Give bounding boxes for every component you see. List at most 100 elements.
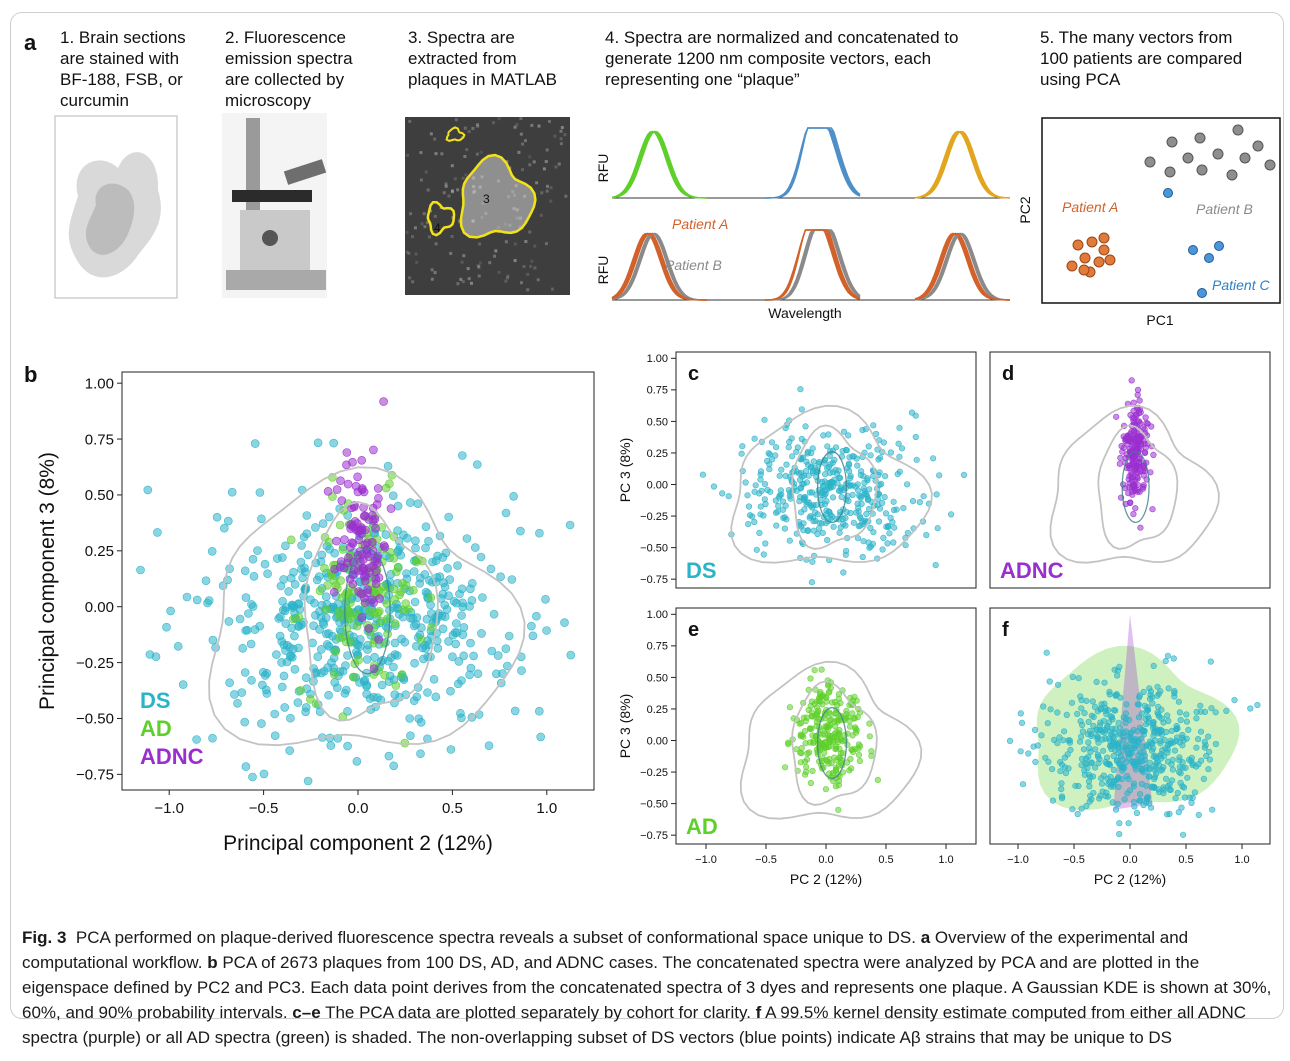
microscope-base xyxy=(226,270,326,290)
scatter-point xyxy=(894,471,901,478)
kde-contour-60 xyxy=(1097,424,1179,550)
plaque-texture xyxy=(517,150,521,154)
scatter-point xyxy=(818,740,826,748)
adnc-point xyxy=(374,493,383,503)
scatter-point xyxy=(800,733,807,740)
ds-point xyxy=(456,708,465,718)
spectra-panel: RFU RFU Patient A Patient B Wavelength xyxy=(595,127,1011,321)
caption-part-b-key: b xyxy=(207,953,218,972)
scatter-point xyxy=(1165,782,1172,790)
plaque-texture xyxy=(546,184,550,188)
scatter-point xyxy=(874,502,881,509)
scatter-point xyxy=(1132,465,1139,473)
ds-point xyxy=(535,528,544,538)
plaque-texture xyxy=(536,278,540,282)
scatter-point xyxy=(809,558,816,565)
adnc-point xyxy=(323,486,333,496)
step-3-text: 3. Spectra are xyxy=(408,28,515,47)
scatter-point xyxy=(1134,391,1141,399)
ds-point xyxy=(429,674,439,684)
step-5-text: using PCA xyxy=(1040,70,1121,89)
ds-point xyxy=(272,554,282,563)
ds-point xyxy=(388,491,398,501)
scatter-point xyxy=(1066,739,1073,746)
plaque-texture xyxy=(524,240,528,244)
scatter-point xyxy=(1160,786,1167,793)
scatter-point xyxy=(1115,719,1122,726)
pca-point-patient-c xyxy=(1214,241,1224,251)
plaque-texture xyxy=(504,240,508,244)
scatter-point xyxy=(1155,703,1162,711)
ad-point xyxy=(335,520,345,530)
figure-frame xyxy=(10,12,1284,1019)
pca-point-patient-a xyxy=(1079,252,1091,264)
pca-label-patient-a: Patient A xyxy=(1062,199,1118,215)
scatter-point xyxy=(912,433,919,441)
spectrum-curve xyxy=(914,130,1010,199)
x-axis-label: Principal component 2 (12%) xyxy=(223,832,493,855)
figure-caption: Fig. 3 PCA performed on plaque-derived f… xyxy=(22,925,1272,1050)
plaque-texture xyxy=(425,221,429,225)
plaque-texture xyxy=(430,268,434,272)
scatter-point xyxy=(1206,756,1213,763)
scatter-point xyxy=(887,449,895,456)
ds-point xyxy=(465,670,474,680)
plaque-outline-3 xyxy=(459,153,537,239)
scatter-point xyxy=(795,470,803,477)
scatter-point xyxy=(808,449,815,457)
scatter-point xyxy=(1140,483,1147,491)
ds-point xyxy=(438,624,448,634)
plaque-texture xyxy=(533,244,537,248)
scatter-point xyxy=(1034,742,1041,749)
ds-point xyxy=(324,690,333,700)
ds-point xyxy=(242,625,252,635)
scatter-point xyxy=(798,435,805,443)
ad-point xyxy=(408,585,418,595)
ds-point xyxy=(534,706,544,716)
scatter-point xyxy=(826,508,833,516)
scatter-point xyxy=(1112,806,1120,813)
pca-point-patient-b xyxy=(1196,164,1208,176)
ds-point xyxy=(207,546,217,556)
scatter-point xyxy=(1123,435,1130,442)
ds-point xyxy=(314,572,324,581)
scatter-point xyxy=(807,675,814,682)
scatter-point xyxy=(803,756,811,763)
scatter-point xyxy=(1058,780,1065,787)
scatter-point xyxy=(960,471,968,479)
scatter-point xyxy=(868,748,875,755)
x-tick-label: 0.0 xyxy=(348,800,369,817)
ds-point xyxy=(313,652,323,662)
scatter-point xyxy=(786,537,793,544)
pca-point-patient-b xyxy=(1164,166,1176,178)
ds-point xyxy=(290,579,300,589)
scatter-point xyxy=(1117,694,1124,701)
scatter-point xyxy=(916,499,923,506)
scatter-point xyxy=(863,510,870,518)
plaque-texture xyxy=(420,222,424,226)
ad-point xyxy=(349,672,359,682)
plaque-texture xyxy=(529,264,533,268)
y-tick-label: 0.25 xyxy=(85,543,114,560)
caption-part-f: A 99.5% kernel density estimate computed… xyxy=(22,1003,1247,1047)
ds-point xyxy=(451,619,461,628)
ds-point xyxy=(450,628,460,637)
ds-point xyxy=(466,638,475,648)
scatter-point xyxy=(902,542,909,549)
spectrum-curve xyxy=(611,232,708,301)
scatter-point xyxy=(1017,710,1024,717)
ds-point xyxy=(208,733,217,743)
ds-point xyxy=(250,625,260,634)
panel-b-letter: b xyxy=(24,362,37,387)
ds-point xyxy=(418,643,427,653)
axes-frame xyxy=(675,351,977,589)
plaque-texture xyxy=(476,123,480,127)
scatter-point xyxy=(810,458,817,465)
ds-point xyxy=(309,621,318,631)
ad-point xyxy=(380,670,390,680)
plaque-texture xyxy=(542,167,546,171)
ds-point xyxy=(565,520,575,530)
plaque-texture xyxy=(407,251,411,255)
y-tick-label: 0.50 xyxy=(85,487,114,504)
scatter-point xyxy=(1017,748,1024,755)
